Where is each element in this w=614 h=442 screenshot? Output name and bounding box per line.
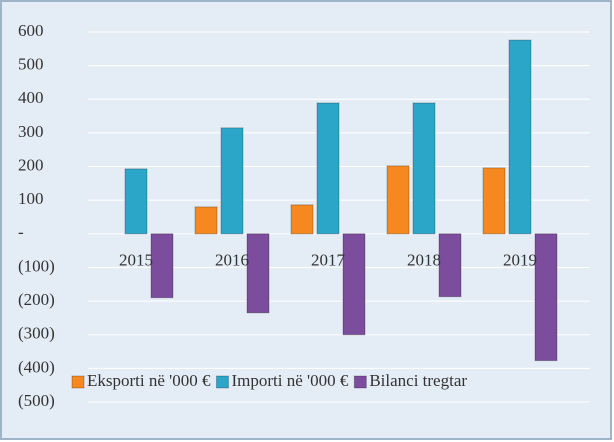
bar <box>150 233 174 299</box>
bar <box>386 165 410 235</box>
y-tick-label: - <box>18 223 24 242</box>
x-tick-label: 2016 <box>215 251 249 270</box>
bar <box>220 127 244 235</box>
bar <box>194 206 218 235</box>
legend-label: Importi në '000 € <box>231 371 348 390</box>
legend-swatch <box>215 375 229 389</box>
bar <box>124 168 148 235</box>
y-tick-label: (100) <box>18 256 55 275</box>
legend-swatch <box>353 375 367 389</box>
bar <box>246 233 270 314</box>
x-tick-label: 2015 <box>119 251 153 270</box>
bar <box>482 167 506 235</box>
x-tick-label: 2019 <box>503 251 537 270</box>
bar <box>508 39 532 235</box>
legend-label: Eksporti në '000 € <box>87 371 211 390</box>
x-tick-label: 2018 <box>407 251 441 270</box>
y-tick-label: 600 <box>18 21 44 40</box>
bar <box>412 102 436 235</box>
bar <box>438 233 462 298</box>
x-tick-label: 2017 <box>311 251 346 270</box>
y-tick-label: 200 <box>18 155 44 174</box>
y-tick-label: 400 <box>18 88 44 107</box>
y-tick-label: (500) <box>18 391 55 410</box>
bar <box>534 233 558 362</box>
y-tick-label: (400) <box>18 357 55 376</box>
legend-swatch <box>71 375 85 389</box>
y-tick-label: 100 <box>18 189 44 208</box>
bar <box>316 102 340 235</box>
legend-label: Bilanci tregtar <box>369 371 467 390</box>
bar <box>342 233 366 336</box>
bar <box>290 204 314 235</box>
y-tick-label: (200) <box>18 290 55 309</box>
y-tick-label: (300) <box>18 324 55 343</box>
y-tick-label: 300 <box>18 122 44 141</box>
y-tick-label: 500 <box>18 55 44 74</box>
